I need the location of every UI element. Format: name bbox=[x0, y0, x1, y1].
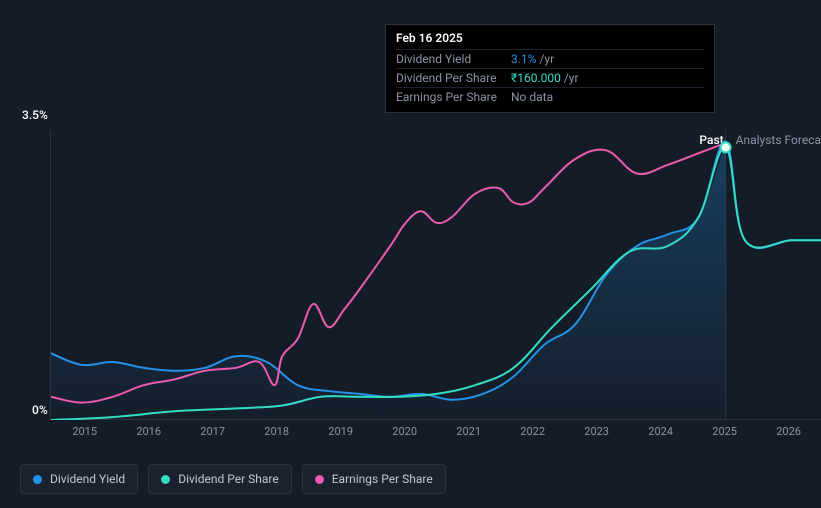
dividend-chart: 3.5% 0% Past Analysts Foreca 20152016201… bbox=[20, 105, 821, 455]
legend-dot-icon bbox=[161, 475, 170, 484]
x-axis-year: 2017 bbox=[200, 425, 225, 438]
legend-chip[interactable]: Earnings Per Share bbox=[302, 464, 446, 494]
tooltip-row-unit: /yr bbox=[564, 71, 579, 85]
chart-svg bbox=[51, 130, 821, 420]
tooltip-row-label: Dividend Yield bbox=[396, 52, 511, 66]
tooltip-row: Dividend Per Share₹160.000/yr bbox=[396, 68, 704, 87]
x-axis-year: 2024 bbox=[648, 425, 673, 438]
x-axis-year: 2018 bbox=[264, 425, 289, 438]
x-axis-year: 2021 bbox=[456, 425, 481, 438]
legend-chip[interactable]: Dividend Per Share bbox=[148, 464, 292, 494]
legend-label: Dividend Per Share bbox=[178, 472, 279, 486]
legend-label: Dividend Yield bbox=[50, 472, 125, 486]
tooltip-date: Feb 16 2025 bbox=[396, 31, 704, 45]
tooltip-row-value: 3.1% bbox=[511, 52, 536, 66]
tooltip-row-unit: /yr bbox=[539, 52, 554, 66]
x-axis-year: 2022 bbox=[520, 425, 545, 438]
hover-marker bbox=[721, 142, 731, 152]
chart-tooltip: Feb 16 2025 Dividend Yield3.1%/yrDividen… bbox=[385, 24, 715, 113]
tooltip-row: Dividend Yield3.1%/yr bbox=[396, 49, 704, 68]
tooltip-row-label: Earnings Per Share bbox=[396, 90, 511, 104]
tooltip-row: Earnings Per ShareNo data bbox=[396, 87, 704, 106]
legend-chip[interactable]: Dividend Yield bbox=[20, 464, 138, 494]
x-axis-year: 2023 bbox=[584, 425, 609, 438]
legend-dot-icon bbox=[315, 475, 324, 484]
legend-dot-icon bbox=[33, 475, 42, 484]
x-axis-year: 2015 bbox=[72, 425, 97, 438]
y-axis-max-label: 3.5% bbox=[22, 108, 42, 122]
plot-area[interactable] bbox=[50, 130, 821, 420]
tooltip-row-value: ₹160.000 bbox=[511, 71, 561, 85]
legend-label: Earnings Per Share bbox=[332, 472, 433, 486]
x-axis-year: 2020 bbox=[392, 425, 417, 438]
tooltip-row-value: No data bbox=[511, 90, 553, 104]
x-axis-year: 2025 bbox=[712, 425, 737, 438]
x-axis-year: 2016 bbox=[136, 425, 161, 438]
tooltip-row-label: Dividend Per Share bbox=[396, 71, 511, 85]
x-axis-year: 2019 bbox=[328, 425, 353, 438]
x-axis-year: 2026 bbox=[776, 425, 801, 438]
y-axis-min-label: 0% bbox=[32, 403, 52, 417]
legend-row: Dividend Yield Dividend Per Share Earnings… bbox=[20, 464, 446, 494]
x-axis-labels: 2015 2016 2017 2018 2019 2020 2021 2022 2023 2024… bbox=[50, 425, 821, 445]
